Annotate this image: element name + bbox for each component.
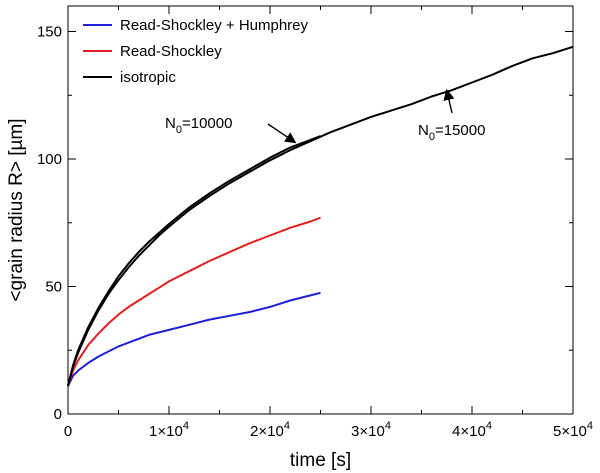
series-line-0 [67, 291, 321, 387]
x-tick-label: 4×104 [452, 420, 492, 440]
plot-frame [67, 5, 574, 415]
y-axis-label: <grain radius R> [µm] [6, 118, 27, 301]
legend-label: Read-Shockley + Humphrey [120, 17, 309, 34]
series-line-1 [67, 216, 321, 387]
series-line-2 [67, 135, 321, 387]
y-tick-label: 0 [54, 406, 62, 423]
annotation-label: N0=15000 [418, 122, 485, 143]
annotation-arrow [443, 88, 455, 114]
x-axis-label: time [s] [290, 450, 351, 471]
y-tick-label: 150 [37, 24, 62, 41]
x-tick-label: 2×104 [250, 420, 290, 440]
x-tick-label: 0 [64, 423, 72, 440]
x-tick-label: 3×104 [351, 420, 391, 440]
annotation-arrow [267, 123, 297, 144]
legend-label: isotropic [120, 69, 176, 86]
legend-label: Read-Shockley [120, 43, 222, 60]
annotation-label: N0=10000 [165, 115, 232, 136]
y-tick-label: 100 [37, 151, 62, 168]
series-line-3 [67, 45, 574, 387]
x-tick-label: 1×104 [149, 420, 189, 440]
x-tick-label: 5×104 [553, 420, 593, 440]
y-tick-label: 50 [45, 279, 62, 296]
